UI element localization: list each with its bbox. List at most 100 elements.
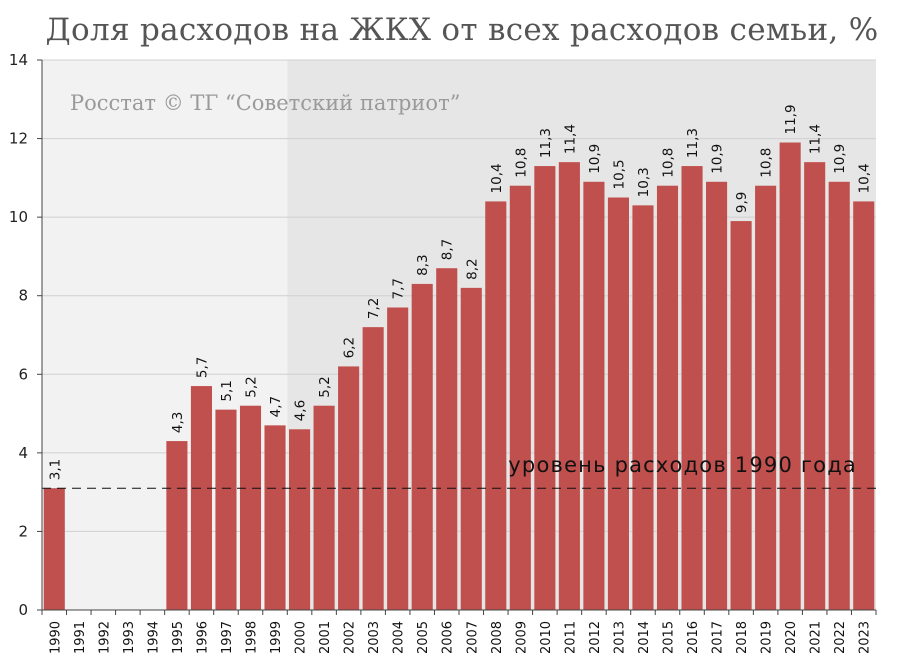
x-tick-label: 2015	[662, 621, 677, 654]
value-label: 10,8	[513, 148, 529, 178]
value-label: 10,4	[857, 163, 873, 193]
value-label: 3,1	[47, 459, 63, 480]
bar	[656, 185, 679, 610]
value-label: 11,4	[808, 124, 824, 154]
x-axis: 1990 1991 1992 1993 1994 1995 1996 1997 1998 1999…	[41, 609, 877, 654]
bar	[706, 181, 728, 611]
value-label: 8,7	[440, 239, 456, 260]
value-label: 10,8	[759, 148, 775, 178]
y-tick-label: 2	[18, 522, 28, 540]
x-tick-label: 2004	[392, 621, 407, 654]
value-label: 4,3	[170, 412, 186, 433]
x-tick-label: 1994	[146, 621, 161, 654]
bar	[755, 185, 777, 610]
y-tick-label: 12	[9, 130, 28, 148]
plot-background-late	[287, 60, 876, 610]
value-label: 5,2	[317, 376, 333, 397]
bar	[534, 166, 556, 611]
bar	[289, 429, 311, 610]
bars	[43, 142, 875, 611]
value-labels: 3,1 4,3 5,7 5,1 5,2 4,7 4,6 5,2 6,2 7,2 7,7 8,3 8,7 8…	[47, 104, 872, 480]
x-tick-label: 1990	[48, 621, 63, 654]
x-tick-label: 1996	[195, 621, 210, 654]
bar	[509, 185, 531, 610]
x-tick-label: 2012	[588, 621, 603, 654]
x-tick-label: 2019	[760, 621, 775, 654]
value-label: 10,4	[489, 163, 505, 193]
value-label: 10,9	[587, 144, 603, 174]
value-label: 7,7	[391, 278, 407, 299]
x-tick-label: 2002	[343, 621, 358, 654]
x-tick-label: 2017	[711, 621, 726, 654]
bar	[362, 327, 384, 610]
value-label: 7,2	[366, 298, 382, 319]
bar	[460, 287, 482, 610]
bar	[607, 197, 629, 610]
bar	[215, 409, 237, 610]
value-label: 10,5	[611, 159, 627, 189]
bar	[828, 181, 850, 611]
value-label: 9,9	[734, 192, 750, 213]
value-label: 8,2	[464, 258, 480, 279]
x-tick-label: 2000	[294, 621, 309, 654]
y-tick-label: 14	[9, 51, 28, 69]
x-tick-label: 2016	[686, 621, 701, 654]
bar	[239, 405, 262, 610]
bar	[558, 162, 580, 610]
value-label: 11,9	[783, 104, 799, 134]
bar	[387, 307, 409, 610]
x-tick-label: 2003	[367, 621, 382, 654]
bar	[853, 201, 875, 610]
x-tick-label: 1995	[171, 621, 186, 654]
reference-line-label: уровень расходов 1990 года	[508, 453, 857, 477]
x-tick-label: 2013	[612, 621, 627, 654]
value-label: 10,8	[661, 148, 677, 178]
value-label: 11,3	[685, 128, 701, 158]
value-label: 10,3	[636, 167, 652, 197]
bar	[436, 268, 458, 610]
bar	[264, 425, 286, 610]
x-tick-label: 2010	[539, 621, 554, 654]
value-label: 11,3	[538, 128, 554, 158]
x-tick-label: 2022	[833, 621, 848, 654]
bar	[779, 142, 801, 610]
value-label: 5,2	[244, 376, 260, 397]
y-tick-label: 0	[18, 601, 28, 619]
x-tick-label: 1993	[122, 621, 137, 654]
x-tick-label: 1997	[220, 621, 235, 654]
bar	[43, 488, 65, 610]
source-note: Росстат © ТГ “Советский патриот”	[70, 91, 460, 115]
x-tick-label: 2007	[465, 621, 480, 654]
y-axis: 0 2 4 6 8 10 12 14	[9, 51, 43, 619]
value-label: 10,9	[832, 144, 848, 174]
bar	[485, 201, 507, 610]
x-tick-label: 1998	[245, 621, 260, 654]
x-tick-label: 2020	[784, 621, 799, 654]
value-label: 10,9	[710, 144, 726, 174]
value-label: 8,3	[415, 254, 431, 275]
value-label: 5,7	[194, 357, 210, 378]
bar	[411, 283, 433, 610]
bar	[166, 441, 188, 610]
chart-title: Доля расходов на ЖКХ от всех расходов се…	[46, 12, 879, 48]
bar	[730, 221, 752, 611]
x-tick-label: 2009	[514, 621, 529, 654]
y-tick-label: 8	[18, 287, 28, 305]
value-label: 11,4	[562, 124, 578, 154]
x-tick-label: 2011	[563, 621, 578, 654]
x-tick-label: 1991	[73, 621, 88, 654]
x-tick-label: 2005	[416, 621, 431, 654]
bar	[804, 162, 826, 610]
bar	[681, 166, 703, 611]
x-tick-label: 2006	[441, 621, 456, 654]
bar	[190, 386, 212, 610]
x-tick-label: 1999	[269, 621, 284, 654]
x-tick-label: 1992	[97, 621, 112, 654]
x-tick-label: 2001	[318, 621, 333, 654]
bar	[583, 181, 605, 611]
value-label: 5,1	[219, 380, 235, 401]
bar	[632, 205, 654, 610]
value-label: 4,6	[293, 400, 309, 421]
y-tick-label: 6	[18, 365, 28, 383]
